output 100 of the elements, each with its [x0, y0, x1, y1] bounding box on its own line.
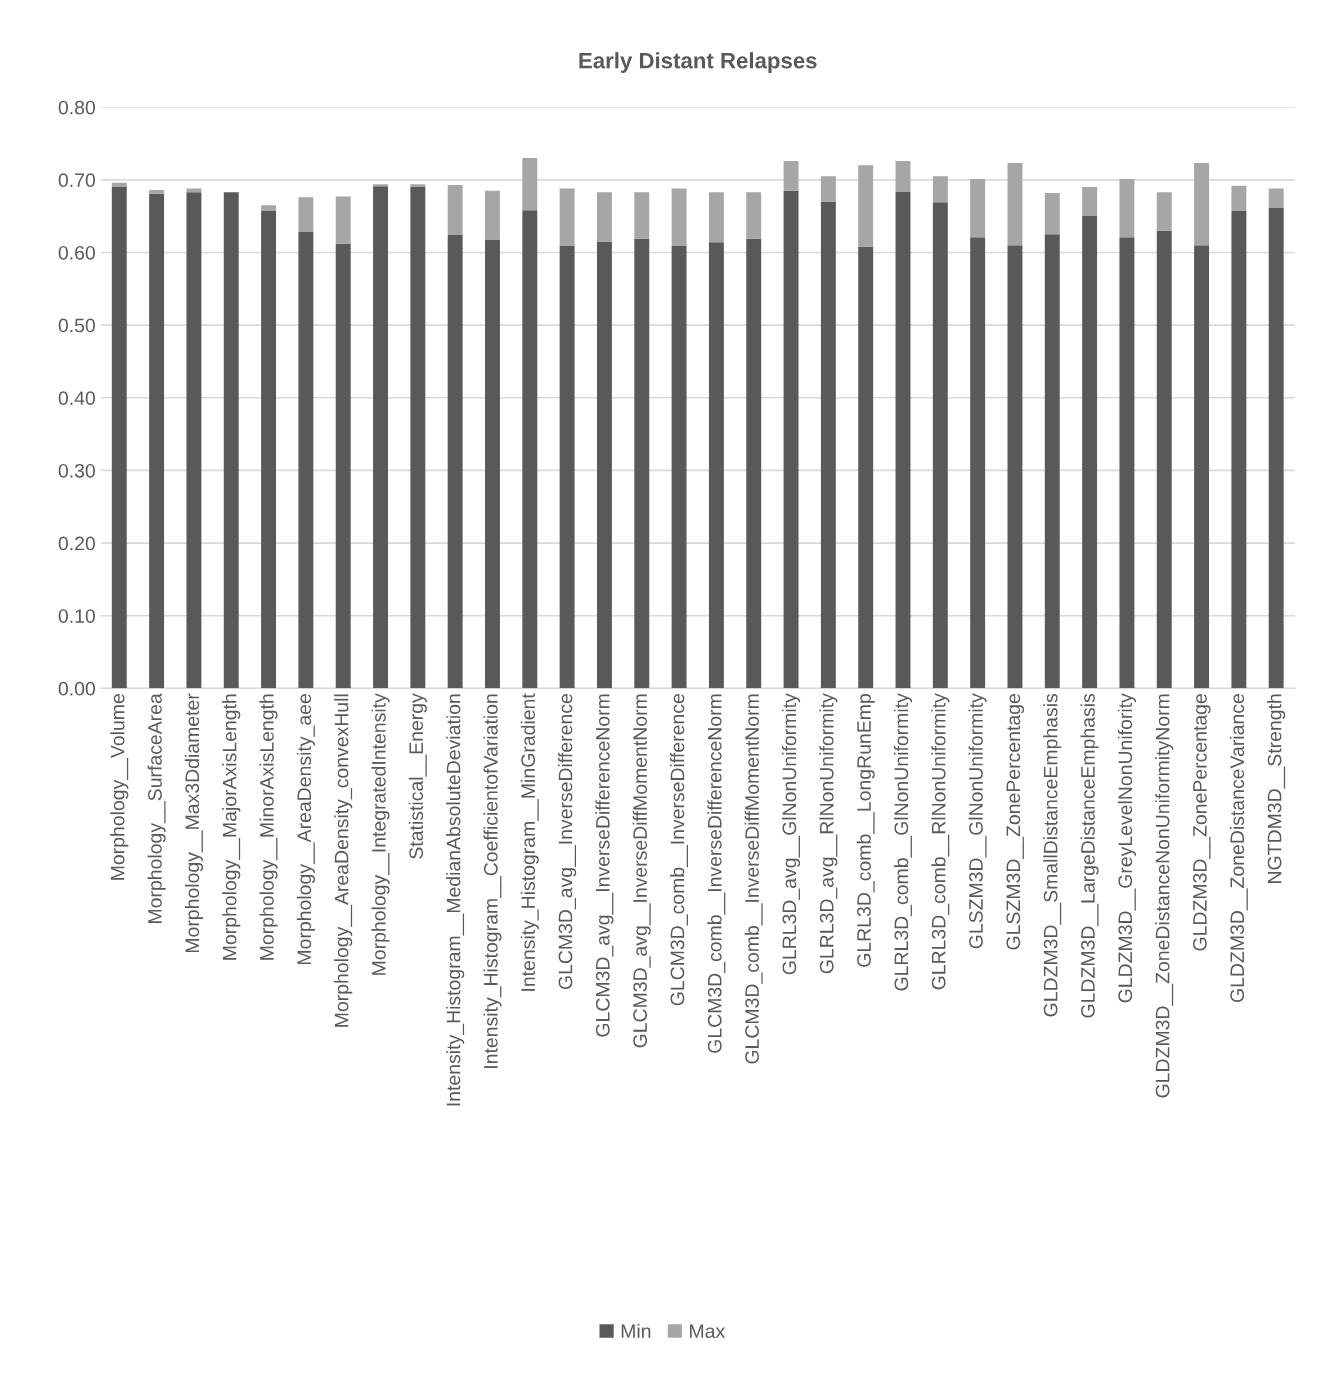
x-tick-label: GLDZM3D__LargeDistanceEmphasis	[1080, 693, 1099, 1018]
bar	[895, 191, 911, 689]
x-tick-label: GLDZM3D__SmallDistanceEmphasis	[1043, 693, 1062, 1017]
bar	[1194, 245, 1210, 689]
x-tick-label: GLRL3D_comb__GlNonUniformity	[893, 693, 913, 991]
bar	[671, 245, 687, 689]
bar	[932, 202, 948, 689]
bar	[708, 192, 724, 243]
bar	[485, 190, 500, 240]
bar	[410, 187, 426, 689]
x-tick-label: GLCM3D_avg__InverseDifference	[558, 694, 577, 990]
bar	[1119, 179, 1135, 238]
y-tick-label: 0.60	[58, 245, 96, 260]
x-tick-label: GLDZM3D__GreyLevelNonUnifority	[1117, 693, 1136, 1003]
x-tick-label: Morphology__IntegratedIntensity	[371, 693, 390, 975]
bar	[298, 197, 314, 232]
bar	[1044, 234, 1060, 689]
bar	[373, 186, 388, 689]
legend-label: Min	[621, 1323, 651, 1338]
bar	[783, 160, 799, 191]
bar	[447, 235, 463, 689]
bar	[298, 231, 314, 689]
bar	[1044, 192, 1060, 235]
bar	[1194, 163, 1210, 246]
bar	[858, 246, 874, 689]
y-tick-label: 0.00	[58, 681, 96, 696]
x-tick-label: GLDZM3D__ZoneDistanceVariance	[1229, 694, 1248, 1003]
bar	[820, 201, 836, 689]
bar	[485, 239, 500, 689]
bar	[746, 238, 762, 689]
legend-label: Max	[690, 1324, 725, 1339]
x-tick-label: GLDZM3D__ZonePercentage	[1193, 694, 1211, 951]
bar	[671, 188, 687, 246]
chart-title: Early Distant Relapses	[579, 52, 817, 73]
y-tick-label: 0.20	[58, 536, 96, 551]
bar	[783, 190, 799, 689]
bar	[1082, 215, 1098, 689]
bar	[149, 193, 165, 689]
bar	[149, 189, 165, 194]
bar	[111, 182, 127, 188]
bar	[970, 237, 986, 689]
y-tick-label: 0.30	[58, 463, 96, 478]
bar	[1082, 187, 1098, 216]
x-tick-label: Morphology__MajorAxisLength	[222, 694, 241, 960]
y-tick-label: 0.10	[58, 609, 96, 623]
x-tick-label: Intensity_Histogram__MinGradient	[520, 693, 539, 991]
x-tick-label: GLRL3D_comb__RlNonUniformity	[931, 693, 950, 990]
x-tick-label: GLSZM3D__ZonePercentage	[1006, 694, 1025, 950]
bar	[634, 192, 650, 239]
bar	[1268, 207, 1284, 689]
y-tick-label: 0.70	[58, 173, 96, 188]
bar	[1231, 185, 1247, 212]
bar	[970, 179, 986, 238]
x-tick-label: GLCM3D_comb__InverseDifference	[670, 694, 688, 1006]
y-tick-label: 0.80	[58, 100, 96, 115]
x-tick-label: GLCM3D_comb__InverseDifferenceNorm	[707, 694, 726, 1053]
x-tick-label: Morphology__Volume	[110, 694, 129, 880]
bar	[1156, 230, 1172, 689]
x-tick-label: Intensity_Histogram__MedianAbsoluteDeviation	[446, 694, 465, 1106]
x-tick-label: Statistical__Energy	[408, 693, 427, 859]
x-tick-label: GLDZM3D__ZoneDistanceNonUniformityNorm	[1155, 694, 1174, 1098]
bar	[522, 210, 538, 689]
x-tick-label: GLSZM3D__GlNonUniformity	[968, 693, 987, 949]
bar	[522, 158, 538, 211]
bar	[596, 192, 612, 242]
bar	[1119, 237, 1135, 689]
bar	[746, 192, 762, 239]
x-tick-label: GLCM3D_comb__InverseDiffMomentNorm	[744, 694, 763, 1064]
bar	[335, 243, 351, 689]
bar	[895, 160, 911, 192]
bar	[1156, 192, 1172, 231]
y-tick-label: 0.50	[58, 318, 96, 333]
bar	[410, 184, 426, 188]
x-tick-label: GLRL3D_avg__RlNonUniformity	[819, 693, 838, 974]
bar	[820, 176, 836, 202]
bar	[261, 211, 277, 689]
bar	[559, 188, 575, 246]
bar	[596, 241, 612, 689]
bar	[1007, 245, 1023, 689]
bar	[1268, 188, 1284, 208]
x-tick-label: NGTDM3D__Strength	[1267, 694, 1286, 883]
bar	[634, 238, 650, 689]
x-tick-label: Morphology__MinorAxisLength	[259, 694, 278, 960]
x-tick-label: Morphology__Max3Ddiameter	[184, 693, 203, 953]
bar	[111, 187, 127, 689]
bar	[1231, 211, 1247, 689]
x-tick-label: Morphology__AreaDensity_aee	[296, 694, 315, 965]
x-tick-label: GLRL3D_avg__GlNonUniformity	[781, 693, 801, 975]
bar	[1007, 163, 1023, 246]
bar	[186, 192, 202, 689]
bar	[223, 192, 239, 689]
bar	[932, 176, 948, 203]
bar	[261, 205, 277, 212]
x-tick-label: GLCM3D_avg__InverseDifferenceNorm	[595, 694, 614, 1037]
x-tick-label: GLRL3D_comb__LongRunEmp	[856, 694, 875, 967]
bar	[335, 196, 351, 244]
x-tick-label: Intensity_Histogram__CoefficientofVariation	[483, 694, 502, 1068]
bar	[447, 184, 463, 236]
x-tick-label: Morphology__SurfaceArea	[147, 693, 166, 923]
x-tick-label: GLCM3D_avg__InverseDiffMomentNorm	[632, 694, 651, 1048]
